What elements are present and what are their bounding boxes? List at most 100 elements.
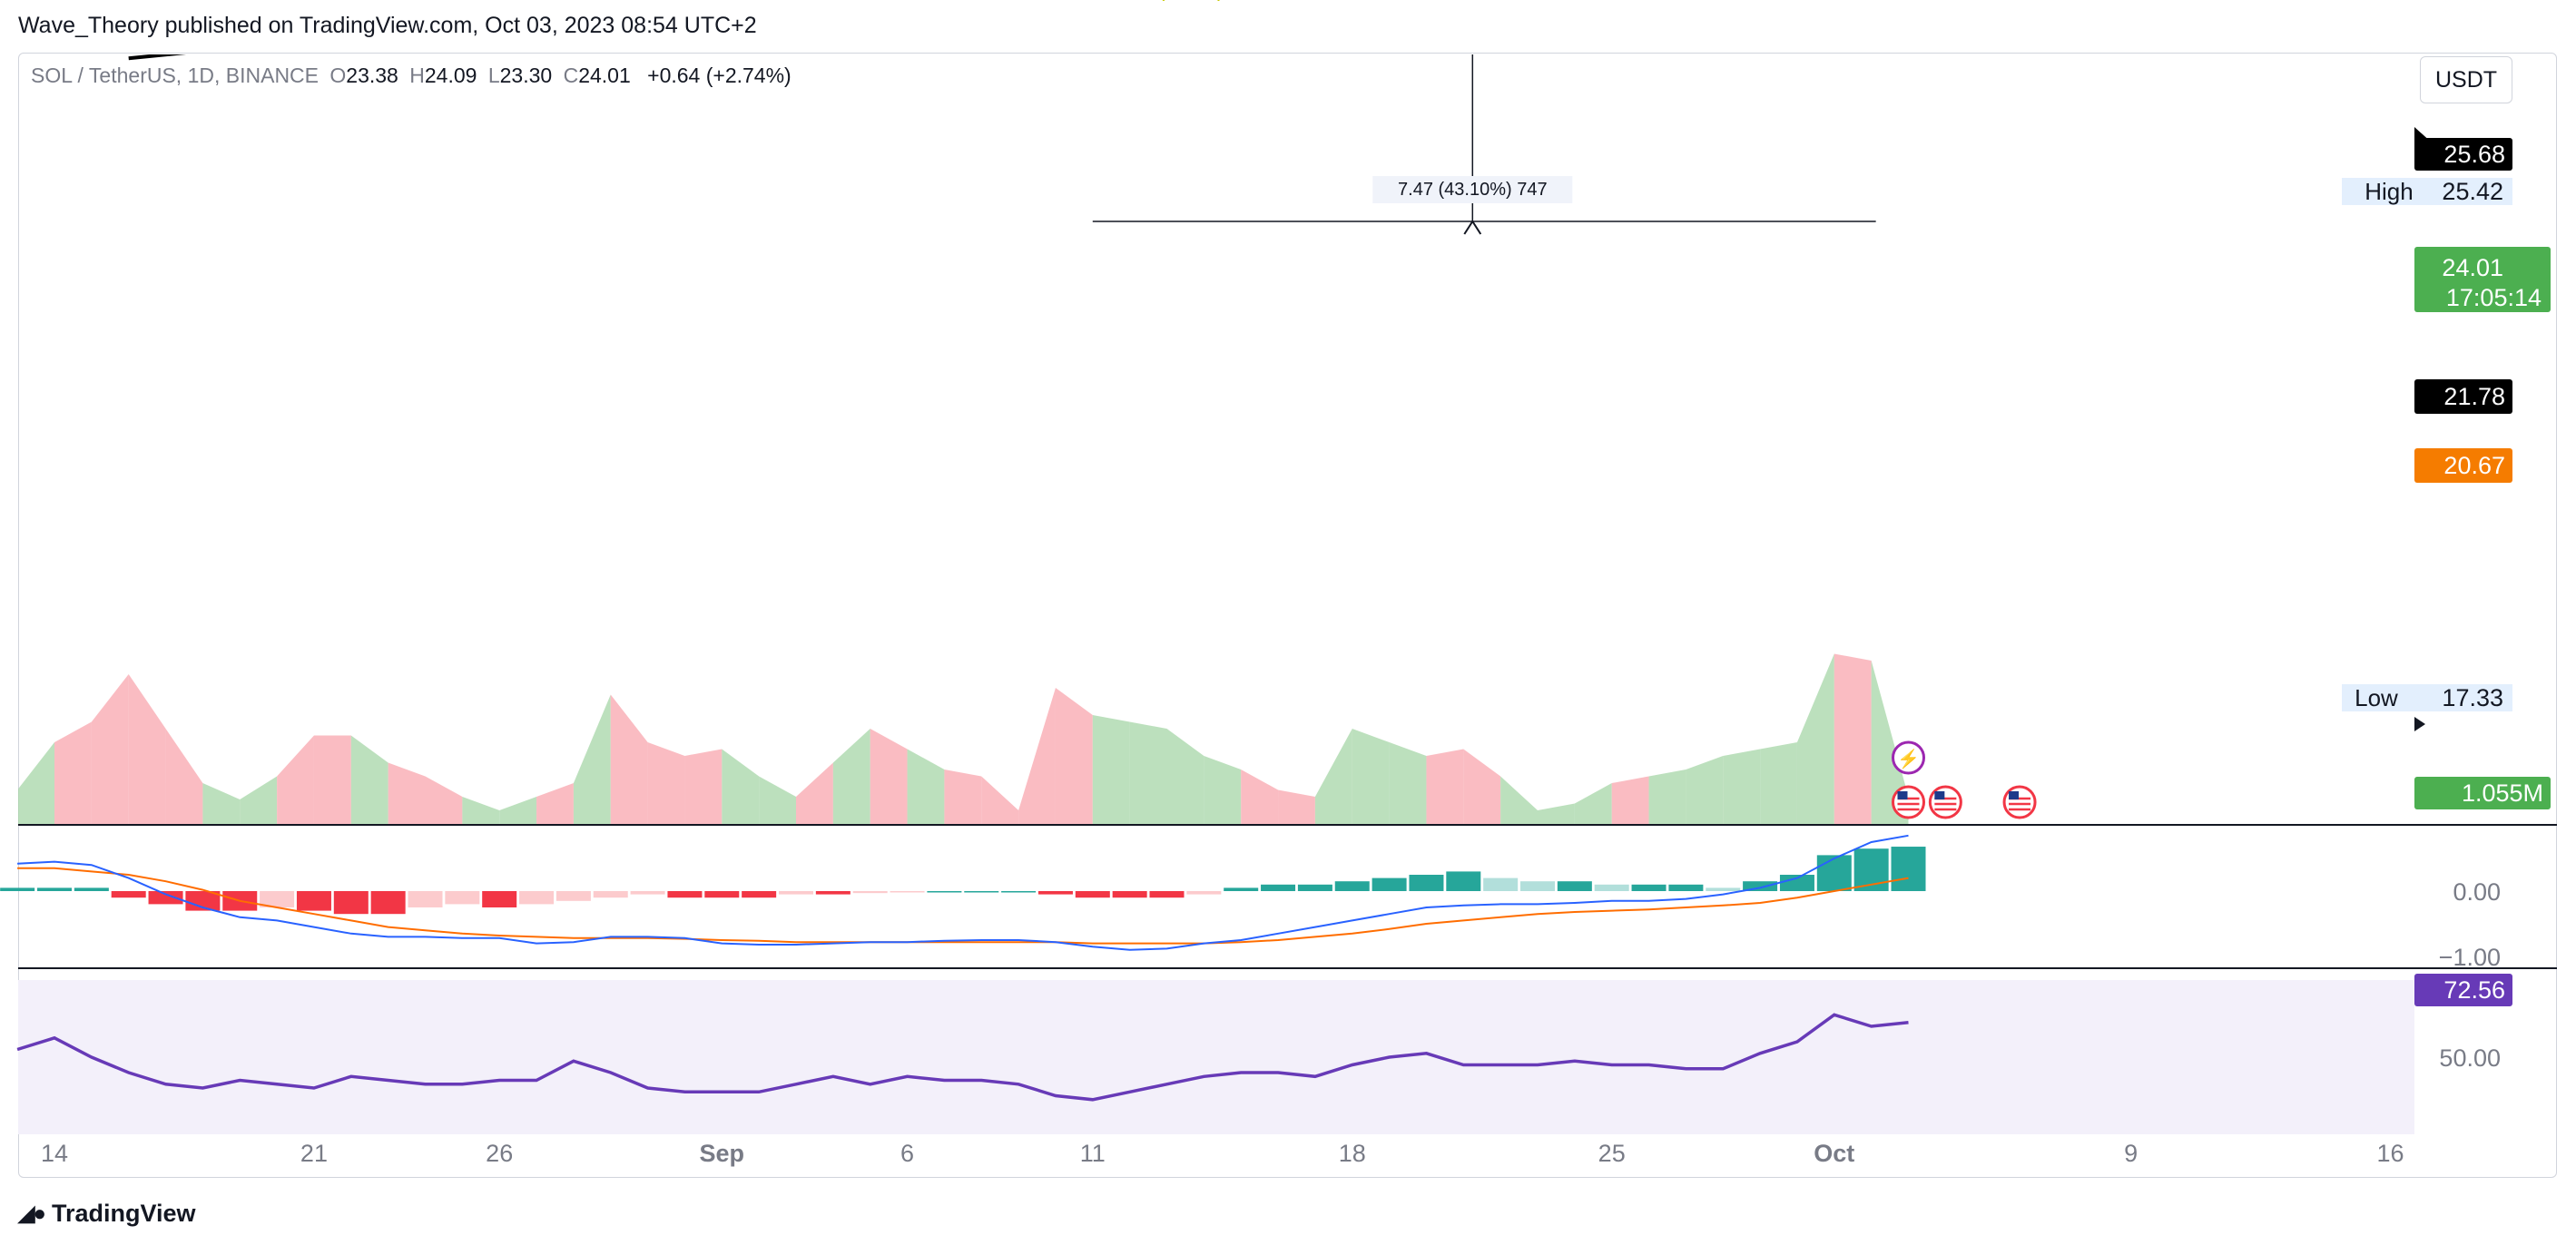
macd-histogram-bar — [445, 891, 480, 905]
macd-histogram-bar — [1037, 891, 1073, 895]
last-price-tag-bg — [2414, 247, 2551, 312]
macd-histogram-bar — [1334, 881, 1370, 891]
macd-histogram-bar — [1594, 884, 1629, 891]
macd-histogram-bar — [556, 891, 591, 901]
low-arrow-icon — [2414, 717, 2425, 731]
macd-histogram-bar — [1224, 887, 1259, 891]
trendline — [128, 54, 187, 61]
volume-area-segment — [647, 742, 685, 824]
legend-open-value: 23.38 — [346, 64, 398, 87]
rsi-axis-tick: 50.00 — [2439, 1044, 2501, 1072]
macd-histogram-bar — [370, 891, 406, 915]
resistance-price-tag-bg — [2414, 138, 2512, 171]
macd-histogram-bar — [260, 891, 295, 907]
volume-area-segment — [277, 735, 314, 824]
volume-area-segment — [499, 797, 537, 824]
macd-histogram-bar — [111, 891, 146, 898]
volume-area-segment — [165, 729, 203, 824]
macd-histogram-bar — [1372, 877, 1407, 891]
macd-line — [17, 834, 1909, 951]
rsi-line — [16, 1013, 1909, 1102]
macd-histogram-bar — [1149, 891, 1185, 898]
volume-area-segment — [54, 721, 92, 824]
volume-area-segment — [1426, 749, 1464, 824]
time-axis-tick: 14 — [41, 1140, 68, 1167]
macd-histogram-bar — [1816, 855, 1852, 891]
volume-area-segment — [907, 749, 945, 824]
volume-area-segment — [1166, 729, 1204, 824]
legend-change: +0.64 (+2.74%) — [647, 64, 791, 87]
volume-area-segment — [981, 776, 1019, 824]
currency-button[interactable]: USDT — [2420, 56, 2512, 103]
legend-high-label: H — [409, 64, 425, 87]
volume-area-segment — [796, 762, 833, 824]
tradingview-logo[interactable]: ◢● TradingView — [18, 1200, 196, 1228]
volume-area-segment — [202, 783, 241, 824]
legend-symbol[interactable]: SOL / TetherUS, 1D, BINANCE — [31, 64, 320, 87]
time-axis-tick: 6 — [900, 1140, 914, 1167]
time-axis-tick: 18 — [1339, 1140, 1366, 1167]
macd-histogram-bar — [1446, 871, 1481, 891]
ma50-price-tag-bg — [2414, 448, 2512, 483]
dividend-split-icon — [1892, 740, 1925, 775]
volume-area-segment — [684, 749, 723, 824]
macd-histogram-bar — [408, 891, 443, 907]
volume-area-segment — [1686, 756, 1724, 824]
resistance-price-tag: 25.68 — [2443, 141, 2505, 168]
time-axis-tick: 16 — [2377, 1140, 2404, 1167]
macd-histogram-bar — [704, 891, 740, 898]
symbol-legend: SOL / TetherUS, 1D, BINANCE O23.38 H24.0… — [31, 64, 791, 88]
tradingview-logo-icon: ◢● — [18, 1201, 46, 1226]
macd-histogram-bar — [667, 891, 703, 898]
us-flag-canton — [1897, 791, 1908, 799]
time-axis-tick: Oct — [1814, 1140, 1854, 1167]
main-pane — [18, 54, 1909, 824]
high-tag-bg — [2342, 178, 2512, 205]
volume-area-segment — [1352, 729, 1390, 824]
macd-histogram-bar — [1779, 875, 1814, 891]
rsi-value-tag-bg — [2414, 974, 2512, 1006]
time-axis-tick: 25 — [1598, 1140, 1626, 1167]
legend-open-label: O — [329, 64, 347, 87]
volume-area-segment — [1796, 653, 1834, 824]
volume-area-segment — [91, 674, 129, 824]
volume-area-segment — [1018, 688, 1056, 824]
macd-histogram-bar — [1891, 847, 1926, 891]
volume-area-segment — [1723, 749, 1761, 824]
legend-close-label: C — [563, 64, 579, 87]
legend-low-value: 23.30 — [499, 64, 553, 87]
time-axis-tick: 9 — [2124, 1140, 2138, 1167]
macd-histogram-bar — [964, 891, 999, 893]
us-flag-canton — [2009, 791, 2020, 799]
volume-area-segment — [313, 735, 351, 824]
time-axis-tick: 26 — [486, 1140, 513, 1167]
measure-label-bg — [1372, 176, 1573, 203]
macd-histogram-bar — [815, 891, 850, 895]
rsi-band — [18, 980, 2414, 1134]
macd-histogram-bar — [1743, 881, 1778, 891]
macd-histogram-bar — [593, 891, 628, 898]
ma200-price-tag-bg — [2414, 379, 2512, 414]
ma200-price-tag: 21.78 — [2443, 383, 2505, 410]
volume-area-segment — [1241, 770, 1279, 824]
volume-area-segment — [870, 729, 908, 824]
legend-close-value: 24.01 — [578, 64, 631, 87]
macd-histogram-bar — [482, 891, 517, 907]
volume-tag: 1.055M — [2462, 779, 2543, 807]
countdown-value: 17:05:14 — [2446, 284, 2542, 311]
macd-histogram-bar — [742, 891, 777, 898]
macd-histogram-bar — [1631, 884, 1667, 891]
macd-histogram-bar — [927, 891, 962, 893]
volume-area-segment — [240, 776, 278, 824]
macd-signal-line — [17, 867, 1909, 945]
volume-area-segment — [1092, 715, 1130, 824]
volume-area-segment — [1834, 653, 1872, 824]
legend-high-value: 24.09 — [424, 64, 477, 87]
macd-histogram-bar — [1261, 884, 1296, 891]
macd-histogram-bar — [519, 891, 555, 905]
macd-histogram-bar — [0, 887, 35, 891]
measure-label: 7.47 (43.10%) 747 — [1398, 180, 1548, 200]
volume-area-segment — [462, 797, 500, 824]
volume-area-segment — [573, 694, 611, 824]
